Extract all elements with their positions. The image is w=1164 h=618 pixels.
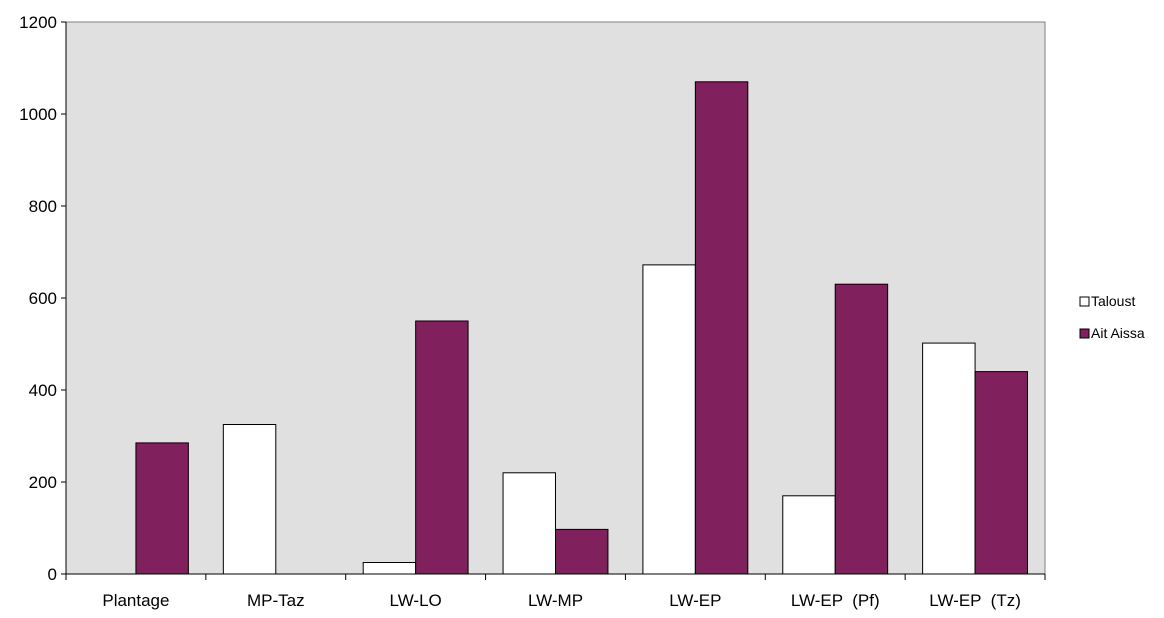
bar-ait-aissa-plantage (135, 442, 189, 575)
bar-taloust-lw-mp (502, 472, 556, 575)
x-tick-label: LW-LO (390, 591, 442, 610)
bar-ait-aissa-lw-ep (694, 81, 749, 575)
bar-ait-aissa-lw-ep-pf (834, 283, 889, 575)
y-tick-label: 1200 (19, 13, 57, 32)
legend-swatch-ait-aissa (1079, 328, 1090, 339)
bar-ait-aissa-lw-mp (555, 528, 609, 575)
bar-taloust-lw-ep (642, 264, 696, 575)
y-tick-label: 800 (29, 197, 57, 216)
x-tick-label: Plantage (102, 591, 169, 610)
legend-label-taloust: Taloust (1091, 293, 1135, 309)
x-axis-ticks: Plantage MP-Taz LW-LO LW-MP LW-EP LW-EP (Pf) L… (65, 574, 1046, 610)
y-tick-label: 200 (29, 473, 57, 492)
y-tick-label: 400 (29, 381, 57, 400)
legend-box (1077, 290, 1162, 342)
x-tick-label: MP-Taz (247, 591, 305, 610)
bar-taloust-lw-ep-tz (922, 342, 976, 575)
x-tick-label: LW-MP (528, 591, 583, 610)
bar-ait-aissa-lw-ep-tz (974, 371, 1029, 575)
y-tick-label: 1000 (19, 105, 57, 124)
bars-group (135, 81, 1029, 575)
bar-taloust-mp-taz (222, 424, 277, 575)
y-tick-label: 600 (29, 289, 57, 308)
y-tick-label: 0 (48, 565, 57, 584)
x-tick-label: LW-EP (669, 591, 721, 610)
x-tick-label: LW-EP (Tz) (929, 591, 1021, 610)
bar-taloust-lw-lo (362, 562, 417, 575)
legend: Taloust Ait Aissa (1077, 290, 1162, 342)
legend-label-ait-aissa: Ait Aissa (1091, 325, 1145, 341)
bar-taloust-lw-ep-pf (782, 495, 836, 575)
y-axis-ticks: 0 200 400 600 800 1000 1200 (19, 13, 66, 584)
bar-ait-aissa-lw-lo (415, 320, 469, 575)
x-tick-label: LW-EP (Pf) (791, 591, 880, 610)
legend-swatch-taloust (1079, 296, 1090, 307)
